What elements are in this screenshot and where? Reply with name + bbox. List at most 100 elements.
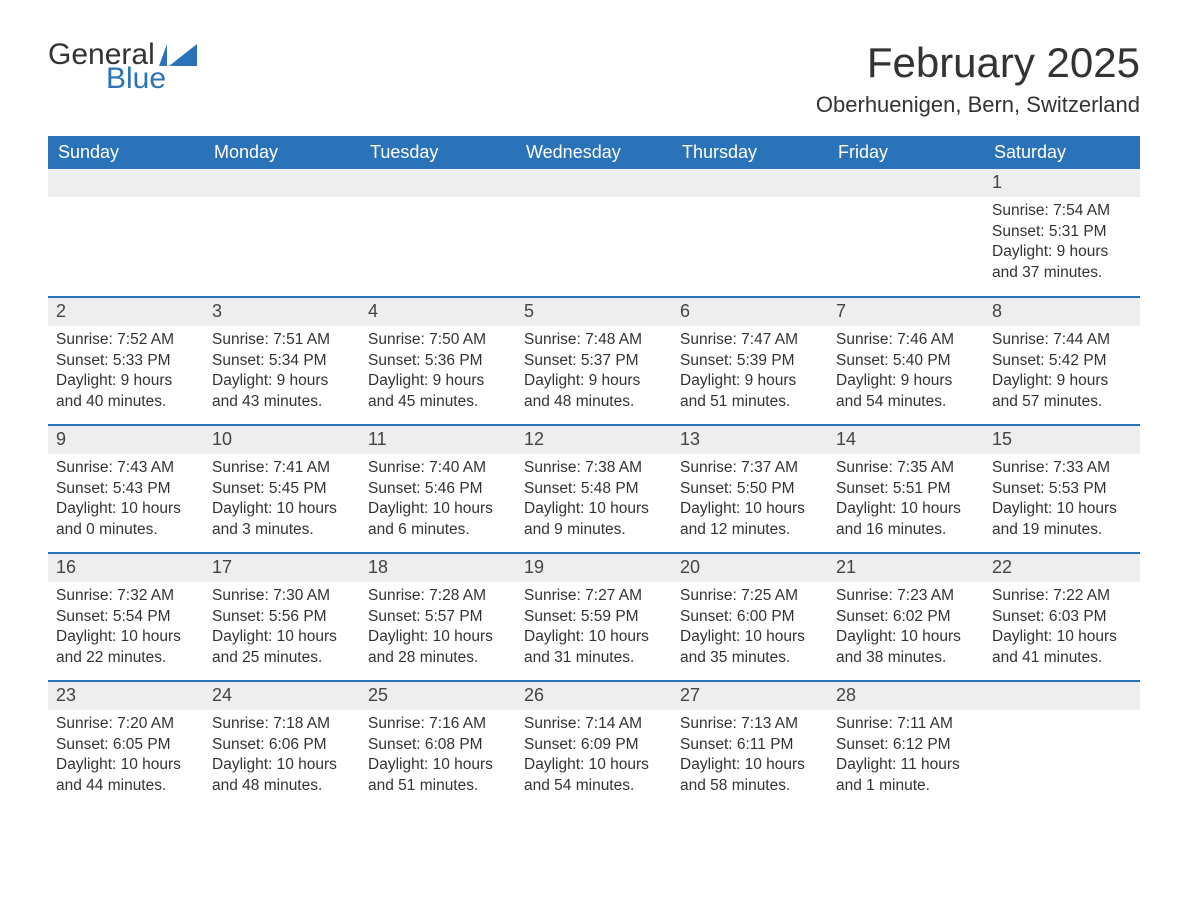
- sunrise-line: Sunrise: 7:14 AM: [524, 715, 642, 732]
- calendar-cell: 2 Sunrise: 7:52 AM Sunset: 5:33 PM Daylight…: [48, 297, 204, 425]
- daylight-line: Daylight: 9 hours and 51 minutes.: [680, 372, 796, 410]
- sunset-line: Sunset: 5:56 PM: [212, 608, 327, 625]
- sunrise-line: Sunrise: 7:50 AM: [368, 331, 486, 348]
- calendar-week-row: 2 Sunrise: 7:52 AM Sunset: 5:33 PM Daylight…: [48, 297, 1140, 425]
- calendar-cell: 12Sunrise: 7:38 AMSunset: 5:48 PMDayligh…: [516, 425, 672, 553]
- calendar-cell: [516, 169, 672, 297]
- day-details: Sunrise: 7:54 AMSunset: 5:31 PMDaylight:…: [984, 197, 1140, 295]
- header: General Blue February 2025 Oberhuenigen,…: [48, 40, 1140, 118]
- sunrise-line: Sunrise: 7:54 AM: [992, 202, 1110, 219]
- daylight-line: Daylight: 10 hours and 54 minutes.: [524, 756, 649, 794]
- day-details: Sunrise: 7:32 AM Sunset: 5:54 PM Daylight:…: [48, 582, 204, 680]
- day-details: Sunrise: 7:44 AMSunset: 5:42 PMDaylight:…: [984, 326, 1140, 424]
- daylight-line: Daylight: 10 hours and 0 minutes.: [56, 500, 181, 538]
- day-number: [828, 169, 984, 196]
- daylight-line: Daylight: 9 hours and 48 minutes.: [524, 372, 640, 410]
- daylight-line: Daylight: 10 hours and 25 minutes.: [212, 628, 337, 666]
- daylight-line: Daylight: 10 hours and 58 minutes.: [680, 756, 805, 794]
- calendar-table: SundayMondayTuesdayWednesdayThursdayFrid…: [48, 136, 1140, 809]
- sunrise-line: Sunrise: 7:38 AM: [524, 459, 642, 476]
- daylight-line: Daylight: 10 hours and 48 minutes.: [212, 756, 337, 794]
- sunset-line: Sunset: 5:46 PM: [368, 480, 483, 497]
- day-number: 2: [48, 298, 204, 325]
- calendar-cell: 3Sunrise: 7:51 AMSunset: 5:34 PMDaylight…: [204, 297, 360, 425]
- calendar-cell: 7Sunrise: 7:46 AMSunset: 5:40 PMDaylight…: [828, 297, 984, 425]
- calendar-cell: 14Sunrise: 7:35 AMSunset: 5:51 PMDayligh…: [828, 425, 984, 553]
- sunrise-line: Sunrise: 7:25 AM: [680, 587, 798, 604]
- sunrise-line: Sunrise: 7:22 AM: [992, 587, 1110, 604]
- day-number: 18: [360, 554, 516, 581]
- calendar-cell: 8Sunrise: 7:44 AMSunset: 5:42 PMDaylight…: [984, 297, 1140, 425]
- sunset-line: Sunset: 5:48 PM: [524, 480, 639, 497]
- calendar-week-row: 1Sunrise: 7:54 AMSunset: 5:31 PMDaylight…: [48, 169, 1140, 297]
- day-number: 28: [828, 682, 984, 709]
- weekday-header: Thursday: [672, 136, 828, 169]
- day-details: Sunrise: 7:51 AMSunset: 5:34 PMDaylight:…: [204, 326, 360, 424]
- day-number: [360, 169, 516, 196]
- weekday-header: Tuesday: [360, 136, 516, 169]
- sunrise-line: Sunrise: 7:52 AM: [56, 331, 174, 348]
- sunset-line: Sunset: 6:09 PM: [524, 736, 639, 753]
- calendar-cell: [48, 169, 204, 297]
- day-details: Sunrise: 7:41 AMSunset: 5:45 PMDaylight:…: [204, 454, 360, 552]
- sunset-line: Sunset: 6:08 PM: [368, 736, 483, 753]
- day-details: Sunrise: 7:48 AMSunset: 5:37 PMDaylight:…: [516, 326, 672, 424]
- sunrise-line: Sunrise: 7:51 AM: [212, 331, 330, 348]
- sunset-line: Sunset: 6:05 PM: [56, 736, 171, 753]
- day-details: Sunrise: 7:37 AMSunset: 5:50 PMDaylight:…: [672, 454, 828, 552]
- sunset-line: Sunset: 5:54 PM: [56, 608, 171, 625]
- day-details: Sunrise: 7:52 AM Sunset: 5:33 PM Daylight:…: [48, 326, 204, 424]
- day-number: 6: [672, 298, 828, 325]
- daylight-line: Daylight: 10 hours and 41 minutes.: [992, 628, 1117, 666]
- calendar-cell: 16Sunrise: 7:32 AMSunset: 5:54 PMDayligh…: [48, 553, 204, 681]
- sunset-line: Sunset: 5:57 PM: [368, 608, 483, 625]
- weekday-header-row: SundayMondayTuesdayWednesdayThursdayFrid…: [48, 136, 1140, 169]
- day-number: [516, 169, 672, 196]
- calendar-week-row: 23Sunrise: 7:20 AMSunset: 6:05 PMDayligh…: [48, 681, 1140, 809]
- calendar-cell: [828, 169, 984, 297]
- daylight-line: Daylight: 9 hours and 37 minutes.: [992, 243, 1108, 281]
- sunset-line: Sunset: 6:03 PM: [992, 608, 1107, 625]
- calendar-cell: 9Sunrise: 7:43 AMSunset: 5:43 PMDaylight…: [48, 425, 204, 553]
- daylight-line: Daylight: 9 hours and 57 minutes.: [992, 372, 1108, 410]
- day-number: 24: [204, 682, 360, 709]
- day-details: Sunrise: 7:50 AMSunset: 5:36 PMDaylight:…: [360, 326, 516, 424]
- calendar-cell: 11Sunrise: 7:40 AMSunset: 5:46 PMDayligh…: [360, 425, 516, 553]
- sunrise-line: Sunrise: 7:20 AM: [56, 715, 174, 732]
- daylight-line: Daylight: 9 hours and 54 minutes.: [836, 372, 952, 410]
- day-number: [984, 682, 1140, 709]
- day-number: 13: [672, 426, 828, 453]
- sunrise-line: Sunrise: 7:30 AM: [212, 587, 330, 604]
- sunrise-line: Sunrise: 7:28 AM: [368, 587, 486, 604]
- daylight-line: Daylight: 9 hours and 45 minutes.: [368, 372, 484, 410]
- daylight-line: Daylight: 9 hours and 43 minutes.: [212, 372, 328, 410]
- sunrise-line: Sunrise: 7:13 AM: [680, 715, 798, 732]
- sunset-line: Sunset: 5:51 PM: [836, 480, 951, 497]
- day-number: 8: [984, 298, 1140, 325]
- calendar-week-row: 16Sunrise: 7:32 AMSunset: 5:54 PMDayligh…: [48, 553, 1140, 681]
- calendar-week-row: 9Sunrise: 7:43 AMSunset: 5:43 PMDaylight…: [48, 425, 1140, 553]
- daylight-line: Daylight: 10 hours and 22 minutes.: [56, 628, 181, 666]
- day-details: Sunrise: 7:16 AMSunset: 6:08 PMDaylight:…: [360, 710, 516, 808]
- daylight-line: Daylight: 10 hours and 9 minutes.: [524, 500, 649, 538]
- day-details: Sunrise: 7:14 AM Sunset: 6:09 PM Daylight:…: [516, 710, 672, 808]
- daylight-line: Daylight: 9 hours and 40 minutes.: [56, 372, 172, 410]
- sunset-line: Sunset: 5:33 PM: [56, 352, 171, 369]
- sunrise-line: Sunrise: 7:32 AM: [56, 587, 174, 604]
- sunset-line: Sunset: 5:37 PM: [524, 352, 639, 369]
- sunrise-line: Sunrise: 7:44 AM: [992, 331, 1110, 348]
- daylight-line: Daylight: 11 hours and 1 minute.: [836, 756, 960, 794]
- day-number: 21: [828, 554, 984, 581]
- calendar-cell: 24Sunrise: 7:18 AMSunset: 6:06 PMDayligh…: [204, 681, 360, 809]
- sunrise-line: Sunrise: 7:43 AM: [56, 459, 174, 476]
- day-details: Sunrise: 7:27 AMSunset: 5:59 PMDaylight:…: [516, 582, 672, 680]
- sunrise-line: Sunrise: 7:35 AM: [836, 459, 954, 476]
- day-number: 10: [204, 426, 360, 453]
- daylight-line: Daylight: 10 hours and 6 minutes.: [368, 500, 493, 538]
- day-details: Sunrise: 7:46 AMSunset: 5:40 PMDaylight:…: [828, 326, 984, 424]
- day-details: Sunrise: 7:40 AMSunset: 5:46 PMDaylight:…: [360, 454, 516, 552]
- day-number: 17: [204, 554, 360, 581]
- sunset-line: Sunset: 5:43 PM: [56, 480, 171, 497]
- day-details: Sunrise: 7:47 AMSunset: 5:39 PMDaylight:…: [672, 326, 828, 424]
- calendar-cell: [204, 169, 360, 297]
